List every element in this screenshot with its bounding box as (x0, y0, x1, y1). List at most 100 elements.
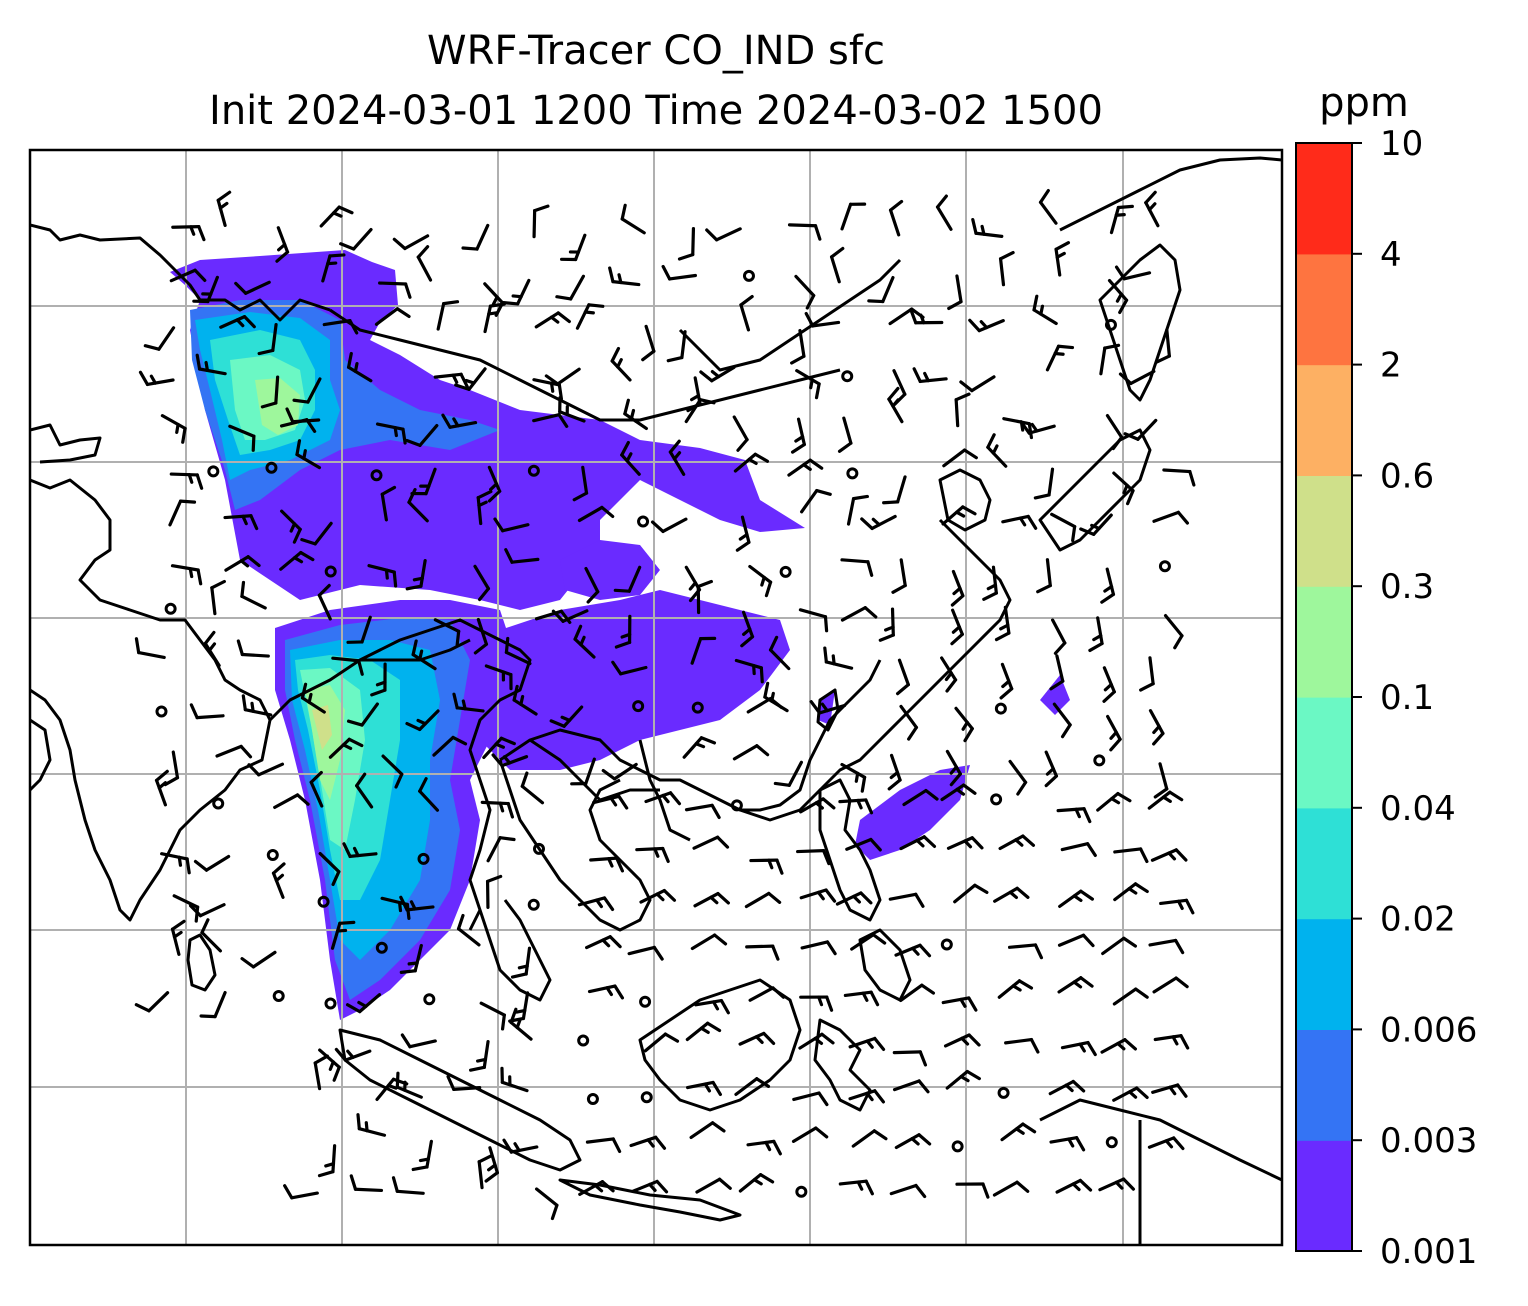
wind-barb (899, 983, 935, 1003)
wind-barb (882, 475, 907, 505)
wind-barb (940, 783, 977, 802)
map-frame (28, 148, 1284, 1247)
wind-barb (134, 637, 166, 660)
wind-barb (798, 608, 829, 633)
coastline-segment (268, 618, 532, 931)
wind-barb (452, 692, 485, 713)
wind-barb (510, 946, 532, 979)
colorbar-tick-label: 0.02 (1380, 900, 1456, 940)
wind-barb (280, 509, 302, 544)
wind-barb (295, 439, 322, 470)
wind-barb (745, 944, 780, 961)
wind-barb (899, 704, 919, 741)
calm-wind-circle (846, 467, 859, 480)
colorbar-ticks: 0.001 0.003 0.006 0.02 0.04 0.1 0.3 0.6 2 4 10 (1352, 124, 1477, 1272)
wind-barb (1096, 791, 1132, 812)
calm-wind-circle (317, 895, 330, 908)
wind-barb (684, 803, 721, 820)
wind-barb (768, 635, 791, 671)
wind-barb (1112, 1086, 1149, 1102)
wind-barb (416, 245, 433, 282)
wind-barb (1050, 618, 1067, 655)
wind-barb (1045, 344, 1075, 372)
calm-wind-circle (841, 370, 854, 383)
wind-barb (555, 274, 585, 301)
wind-barb (1113, 847, 1149, 864)
wind-barb (1044, 750, 1059, 788)
wind-barb (342, 842, 378, 859)
wind-barb (1008, 759, 1028, 796)
colorbar-tick-label: 0.006 (1380, 1010, 1477, 1050)
map-title-line2: Init 2024-03-01 1200 Time 2024-03-02 150… (209, 88, 1103, 134)
wind-barb (845, 837, 882, 852)
wind-barb (1151, 1083, 1188, 1098)
wind-barb (1118, 369, 1156, 386)
wind-barb (945, 749, 962, 787)
wind-barb (1152, 510, 1190, 525)
wind-barb (480, 800, 515, 819)
wind-barb (909, 308, 944, 325)
wind-barb (763, 681, 789, 713)
wind-barb (400, 1033, 437, 1049)
wind-barb (215, 744, 253, 759)
coastline-segment (1098, 243, 1182, 402)
wind-barb (738, 1173, 775, 1193)
wind-barb (469, 1040, 490, 1072)
calm-wind-circle (375, 941, 388, 954)
wind-barb (171, 224, 206, 242)
calm-wind-circle (795, 1185, 808, 1198)
wind-barb (999, 662, 1014, 700)
wind-barb (349, 1174, 384, 1193)
wind-barb (888, 892, 925, 908)
wind-barb (892, 1079, 930, 1094)
wind-barb (560, 233, 587, 262)
wind-barb (224, 555, 261, 572)
tracer-plume-region (1040, 675, 1070, 715)
wind-barb (740, 610, 755, 648)
wind-barb (629, 1135, 667, 1150)
wind-barb (322, 319, 359, 335)
wind-barb (154, 769, 169, 807)
wind-barb (1000, 1122, 1037, 1142)
calm-wind-circle (639, 995, 652, 1008)
wind-barb (644, 791, 682, 806)
wind-barb (509, 1007, 533, 1041)
wind-barb (840, 558, 874, 577)
wind-barb (589, 856, 625, 873)
wind-barb (945, 1069, 981, 1090)
wind-barb (234, 280, 271, 295)
wind-barb (641, 324, 656, 362)
wind-barb (892, 1050, 928, 1067)
wind-barb (1139, 656, 1155, 692)
wind-barb (635, 846, 670, 864)
colorbar-tick-label: 0.001 (1380, 1232, 1477, 1272)
wind-barb (895, 658, 910, 696)
wind-barb (240, 950, 277, 969)
tracer-plume-region (312, 705, 332, 750)
wind-barb (346, 615, 372, 644)
wind-barb (592, 794, 629, 810)
wind-barb (705, 227, 742, 242)
calm-wind-circle (640, 1091, 653, 1104)
calm-wind-circle (212, 797, 225, 810)
wind-barb (889, 1183, 927, 1199)
wind-barb (1098, 1177, 1135, 1192)
calm-wind-circle (779, 565, 792, 578)
calm-wind-circle (265, 461, 278, 474)
calm-wind-circle (691, 701, 704, 714)
wind-barb (943, 1033, 981, 1048)
wind-barb (558, 396, 586, 423)
wind-barb (690, 636, 717, 665)
calm-wind-circle (632, 700, 645, 713)
wind-barb (321, 253, 346, 283)
wind-barb (935, 194, 953, 231)
colorbar-block-4 (1296, 697, 1352, 809)
wind-barb (189, 703, 225, 720)
wind-barb (532, 413, 569, 428)
wind-barb (271, 862, 286, 899)
calm-wind-circle (272, 990, 285, 1003)
colorbar-tick-label: 0.04 (1380, 789, 1456, 829)
calm-wind-circle (527, 898, 540, 911)
wind-barb (809, 700, 847, 715)
wind-barb (888, 199, 904, 237)
